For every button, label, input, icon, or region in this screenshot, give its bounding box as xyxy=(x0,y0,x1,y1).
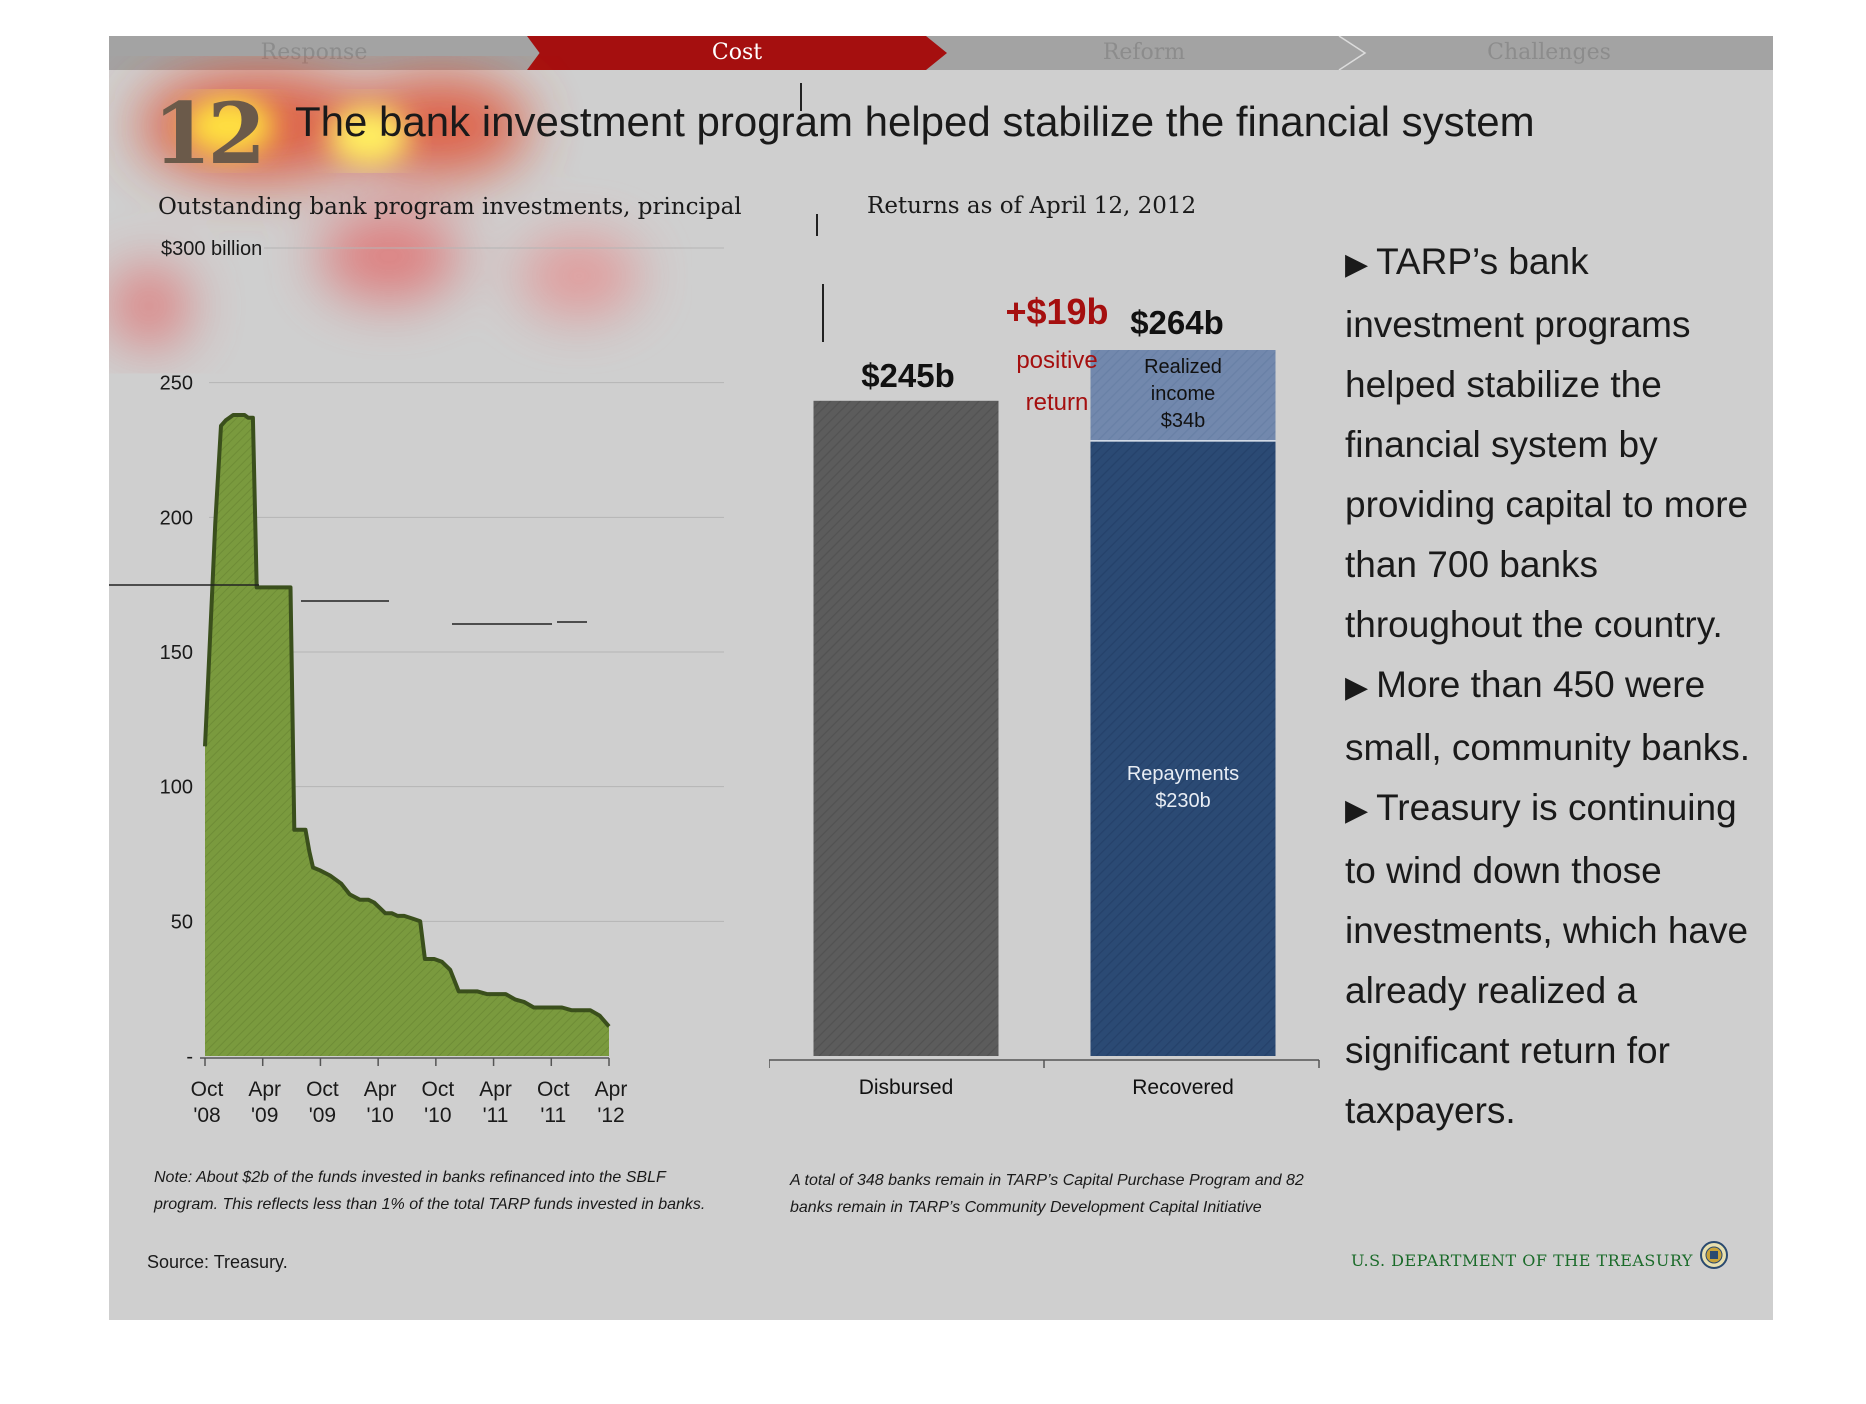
source-note: Source: Treasury. xyxy=(147,1252,288,1272)
segment-label: income xyxy=(1151,383,1215,405)
gain-label: +$19b xyxy=(1005,291,1108,332)
y-tick-label: 100 xyxy=(160,777,193,799)
triangle-icon: ▶ xyxy=(1345,794,1369,827)
triangle-icon: ▶ xyxy=(1345,248,1369,281)
area-chart: - 50 100 150 200 250 $300 billion Oct '08 Apr '09… xyxy=(109,238,724,1127)
tab-challenges[interactable]: Challenges xyxy=(1487,40,1611,65)
bullet-item: ▶ Treasury is continuing to wind down tho… xyxy=(1345,787,1749,1131)
y-tick-label: 250 xyxy=(160,373,193,395)
tab-reform[interactable]: Reform xyxy=(1102,40,1186,65)
right-chart-title: Returns as of April 12, 2012 xyxy=(867,193,1197,219)
divider xyxy=(822,284,824,342)
segment-label: Repayments xyxy=(1127,763,1239,785)
y-tick-label: 150 xyxy=(160,642,193,664)
x-tick-label: Oct xyxy=(537,1078,570,1101)
x-tick-label: '09 xyxy=(251,1104,278,1127)
bullet-list: ▶ TARP’s bank investment programs helped … xyxy=(1345,232,1765,1141)
treasury-seal-icon xyxy=(1700,1241,1728,1269)
bar-disbursed xyxy=(813,400,999,1056)
slide-number: 12 xyxy=(153,84,266,183)
nav-separator xyxy=(1338,36,1367,70)
section-nav: Response Cost Reform Challenges xyxy=(109,36,1773,70)
x-tick-label: '11 xyxy=(540,1104,566,1127)
x-tick-label: '09 xyxy=(309,1104,336,1127)
x-tick-label: Apr xyxy=(364,1078,397,1101)
x-tick-label: Apr xyxy=(248,1078,281,1101)
y-tick-label: $300 billion xyxy=(161,238,262,260)
bar-realized-income xyxy=(1090,350,1276,441)
segment-label: $230b xyxy=(1155,790,1211,812)
gain-sublabel: return xyxy=(1026,389,1089,416)
agency-name: U.S. DEPARTMENT OF THE TREASURY xyxy=(1351,1251,1693,1270)
bar-total-label: $245b xyxy=(861,357,955,394)
segment-label: Realized xyxy=(1144,356,1222,378)
area-series-line xyxy=(203,413,611,1028)
divider xyxy=(816,214,818,236)
x-tick-label: '10 xyxy=(424,1104,451,1127)
area-series-fill xyxy=(205,415,609,1056)
left-note: Note: About $2b of the funds invested in… xyxy=(154,1169,706,1213)
x-tick-label: '11 xyxy=(483,1104,509,1127)
x-tick-label: '08 xyxy=(193,1104,220,1127)
divider xyxy=(800,83,802,111)
right-note: A total of 348 banks remain in TARP’s Ca… xyxy=(790,1172,1304,1216)
y-tick-label: - xyxy=(186,1046,193,1068)
tab-cost[interactable]: Cost xyxy=(527,36,947,70)
bullet-item: ▶ TARP’s bank investment programs helped … xyxy=(1345,241,1749,645)
x-tick-label: Apr xyxy=(479,1078,512,1101)
x-tick-label: Apr xyxy=(595,1078,628,1101)
category-label: Recovered xyxy=(1132,1076,1234,1099)
bullet-item: ▶ More than 450 were small, community ban… xyxy=(1345,664,1751,768)
bar-chart: $245b $264b Realized income $34b Repayments $2… xyxy=(769,291,1320,1099)
slide: Response Cost Reform Challenges 12 The b… xyxy=(109,36,1773,1320)
y-tick-label: 200 xyxy=(160,507,193,529)
bar-total-label: $264b xyxy=(1130,304,1224,341)
segment-label: $34b xyxy=(1161,410,1206,432)
x-tick-label: Oct xyxy=(422,1078,455,1101)
bar-repayments xyxy=(1090,440,1276,1056)
gain-sublabel: positive xyxy=(1016,347,1097,374)
category-label: Disbursed xyxy=(859,1076,954,1099)
tab-response[interactable]: Response xyxy=(260,40,368,65)
x-tick-label: '10 xyxy=(366,1104,393,1127)
left-chart-title: Outstanding bank program investments, pr… xyxy=(158,194,742,220)
x-tick-label: '12 xyxy=(597,1104,624,1127)
x-tick-label: Oct xyxy=(306,1078,339,1101)
triangle-icon: ▶ xyxy=(1345,671,1369,704)
y-tick-label: 50 xyxy=(171,911,193,933)
x-tick-label: Oct xyxy=(191,1078,224,1101)
page-title: The bank investment program helped stabi… xyxy=(295,98,1535,145)
